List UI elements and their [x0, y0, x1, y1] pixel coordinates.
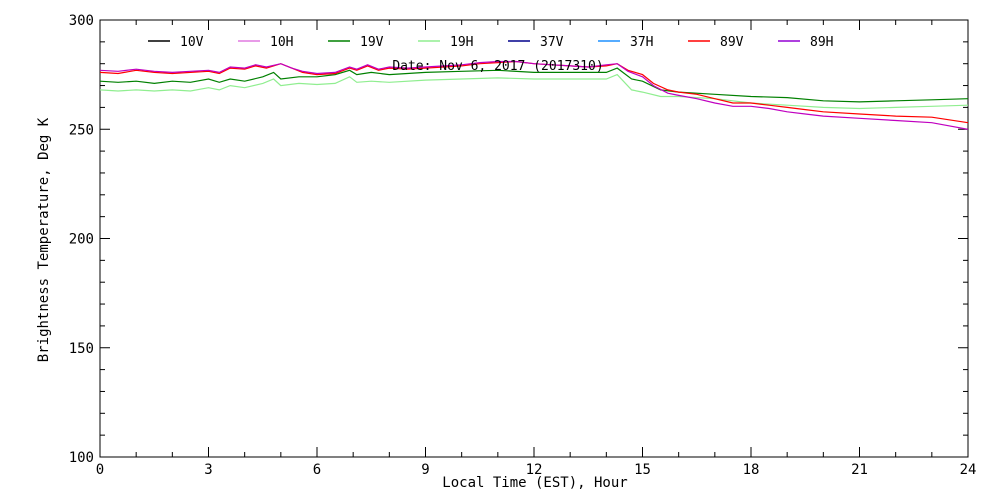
- x-tick-label: 18: [743, 462, 760, 478]
- legend-label-10v: 10V: [180, 35, 204, 50]
- x-tick-label: 24: [960, 462, 977, 478]
- date-annotation: Date: Nov 6, 2017 (2017310): [392, 59, 603, 74]
- legend-label-37v: 37V: [540, 35, 564, 50]
- series-line-89v: [99, 60, 969, 124]
- legend-label-19v: 19V: [360, 35, 384, 50]
- legend-label-89h: 89H: [810, 35, 833, 50]
- x-tick-label: 15: [634, 462, 651, 478]
- legend-label-10h: 10H: [270, 35, 293, 50]
- x-axis-label: Local Time (EST), Hour: [442, 475, 627, 491]
- y-tick-label: 200: [69, 232, 94, 248]
- y-tick-label: 300: [69, 13, 94, 29]
- legend-label-19h: 19H: [450, 35, 473, 50]
- series-lines: [99, 60, 969, 130]
- series-line-19v: [99, 67, 969, 103]
- axis-ticks: 0 3 6 9 12 15 18 21 24 100 150 200 250 300: [69, 13, 977, 478]
- legend-label-37h: 37H: [630, 35, 653, 50]
- legend: 10V 10H 19V 19H 37V 37H 89V 89H: [148, 35, 833, 50]
- x-tick-label: 21: [851, 462, 868, 478]
- x-tick-label: 6: [313, 462, 321, 478]
- x-tick-label: 12: [526, 462, 543, 478]
- series-line-19h: [99, 73, 969, 110]
- legend-label-89v: 89V: [720, 35, 744, 50]
- x-tick-label: 3: [204, 462, 212, 478]
- series-line-89h: [99, 60, 969, 130]
- y-axis-label: Brightness Temperature, Deg K: [36, 117, 52, 362]
- y-tick-label: 150: [69, 341, 94, 357]
- y-tick-label: 100: [69, 450, 94, 466]
- y-tick-label: 250: [69, 122, 94, 138]
- x-tick-label: 9: [421, 462, 429, 478]
- x-tick-label: 0: [96, 462, 104, 478]
